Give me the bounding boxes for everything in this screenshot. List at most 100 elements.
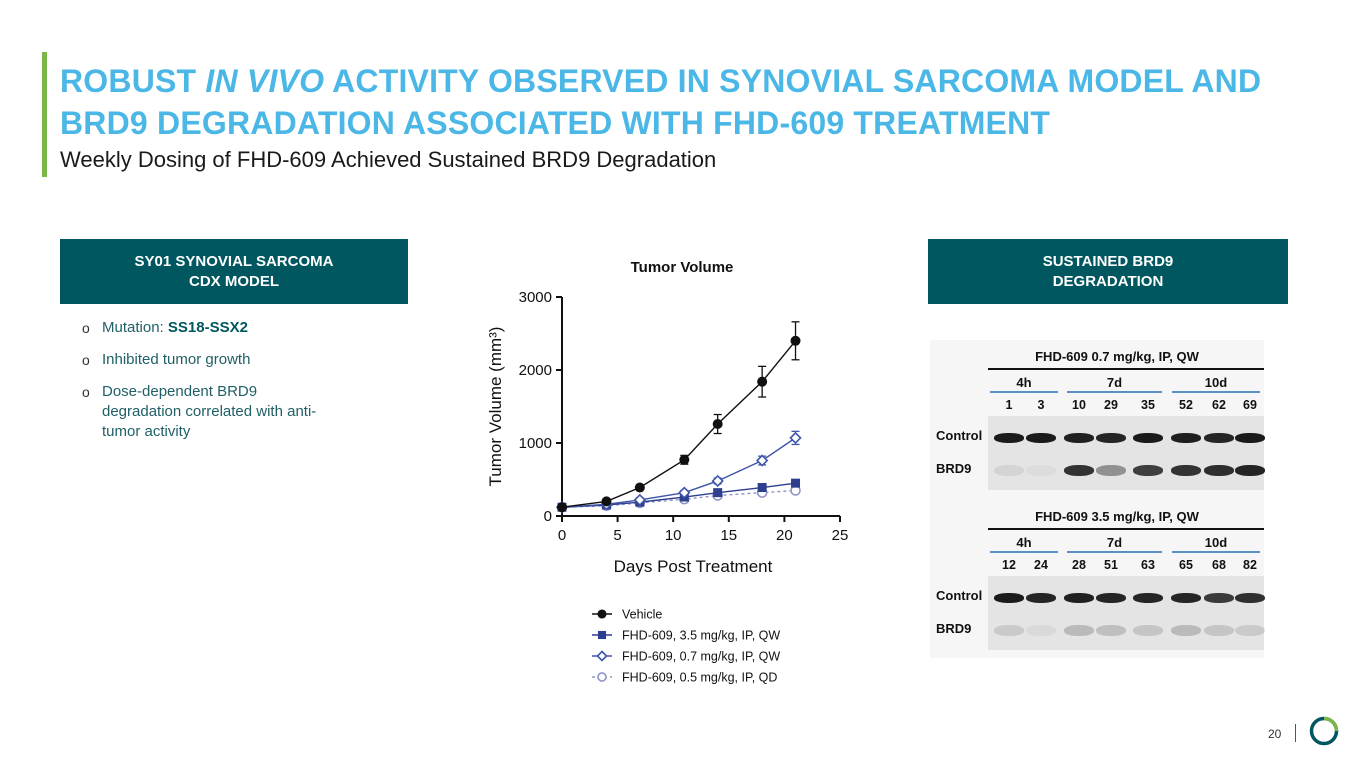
blot-lane-label: 52 [1179,398,1193,412]
blot-timepoint-line [1172,391,1260,393]
legend-label: FHD-609, 3.5 mg/kg, IP, QW [622,629,780,643]
blot-timepoint-line [990,551,1058,553]
blot-band-brd9 [1026,625,1056,636]
title-accent-bar [42,52,47,177]
blot-lane-label: 69 [1243,398,1257,412]
bullet-mutation: o Mutation: SS18-SSX2 [82,319,248,336]
legend-marker [597,672,607,682]
x-tick-label: 0 [558,527,566,544]
data-point [678,486,691,499]
blot-timepoint: 10d [1204,375,1228,390]
blot-timepoint: 10d [1204,535,1228,550]
y-tick-label: 3000 [519,289,552,306]
blot-band-brd9 [1064,465,1094,476]
blot-lane-label: 24 [1034,558,1048,572]
blot-band-brd9 [994,465,1024,476]
data-point [634,482,645,493]
blot-lane-label: 68 [1212,558,1226,572]
data-point [757,483,767,493]
page-number: 20 [1268,727,1282,741]
model-bullet-list: o Mutation: SS18-SSX2 o Inhibited tumor gr… [80,318,340,454]
blot-band-brd9 [1064,625,1094,636]
blot-band-control [1133,593,1163,603]
blot-band-brd9 [1235,465,1265,476]
blot-lane-label: 12 [1002,558,1016,572]
page-divider [1295,724,1296,742]
blot-timepoint: 4h [1016,375,1032,390]
blot-title-rule [988,528,1264,530]
chart-title: Tumor Volume [631,259,734,276]
x-tick-label: 25 [832,527,849,544]
slide-subtitle: Weekly Dosing of FHD-609 Achieved Sustai… [60,147,717,172]
x-tick-label: 15 [720,527,737,544]
data-point [756,454,769,467]
blot-lane-label: 1 [1005,398,1013,412]
data-point [757,376,768,387]
blot-band-control [1171,433,1201,443]
blot-timepoint-line [1172,551,1260,553]
blot-band-brd9 [994,625,1024,636]
blot-lane-label: 28 [1072,558,1086,572]
x-axis-label: Days Post Treatment [614,557,773,576]
blot-row-label-brd9: BRD9 [936,461,972,476]
blot-timepoint: 4h [1016,535,1032,550]
blot-lane-label: 3 [1037,398,1045,412]
data-point [711,474,724,488]
data-point [557,502,567,513]
tumor-volume-chart-svg: Tumor Volume 0 5 10 15 20 25 0 1000 2000 3000 Days … [486,259,849,685]
blot-band-control [994,433,1024,443]
blot-band-control [1235,593,1265,603]
blot-band-control [1064,433,1094,443]
blot-band-brd9 [1096,625,1126,636]
bullet-degradation: o Dose-dependent BRD9 degradation correla… [82,383,317,440]
legend-marker [597,609,607,619]
legend-marker [596,650,608,662]
blot-band-control [1064,593,1094,603]
legend-label: FHD-609, 0.7 mg/kg, IP, QW [622,650,780,664]
blot-row-label-control: Control [936,588,983,603]
blot-band-control [1096,433,1126,443]
left-panel-header: SY01 SYNOVIAL SARCOMA CDX MODEL [60,239,408,304]
blot-band-control [1096,593,1126,603]
data-point [633,493,646,507]
x-tick-label: 20 [776,527,793,544]
legend-marker [597,630,607,640]
data-point [679,454,690,465]
blot-band-control [1204,593,1234,603]
blot-band-brd9 [1171,465,1201,476]
blot-band-control [1026,593,1056,603]
blot-strip-brd9 [988,612,1264,650]
x-tick-label: 10 [665,527,682,544]
tumor-volume-chart: Tumor Volume 0 5 10 15 20 25 0 1000 2000 3000 Days … [455,225,850,695]
blot-lane-label: 29 [1104,398,1118,412]
y-tick-label: 0 [544,508,552,525]
blot-timepoint: 7d [1106,535,1123,550]
blot-band-control [1171,593,1201,603]
blot-band-brd9 [1204,465,1234,476]
company-logo-icon [1309,716,1339,746]
data-point [790,335,801,346]
blot-timepoint-line [1067,551,1162,553]
y-tick-label: 1000 [519,435,552,452]
data-point [601,496,612,507]
blot-lane-label: 35 [1141,398,1155,412]
blot-lane-label: 65 [1179,558,1193,572]
blot-lane-label: 62 [1212,398,1226,412]
blot-band-control [994,593,1024,603]
blot-title: FHD-609 3.5 mg/kg, IP, QW [1035,509,1199,524]
blot-timepoint-line [990,391,1058,393]
blot-band-brd9 [1171,625,1201,636]
y-axis-label: Tumor Volume (mm³) [486,327,505,487]
legend-label: FHD-609, 0.5 mg/kg, IP, QD [622,671,777,685]
blot-title-rule [988,368,1264,370]
blot-lane-label: 10 [1072,398,1086,412]
blot-row-label-control: Control [936,428,983,443]
y-tick-label: 2000 [519,362,552,379]
blot-band-brd9 [1204,625,1234,636]
legend-label: Vehicle [622,608,662,622]
data-point [712,419,723,430]
right-panel-header: SUSTAINED BRD9 DEGRADATION [928,239,1288,304]
blot-band-brd9 [1096,465,1126,476]
data-point [713,488,723,498]
blot-band-control [1133,433,1163,443]
